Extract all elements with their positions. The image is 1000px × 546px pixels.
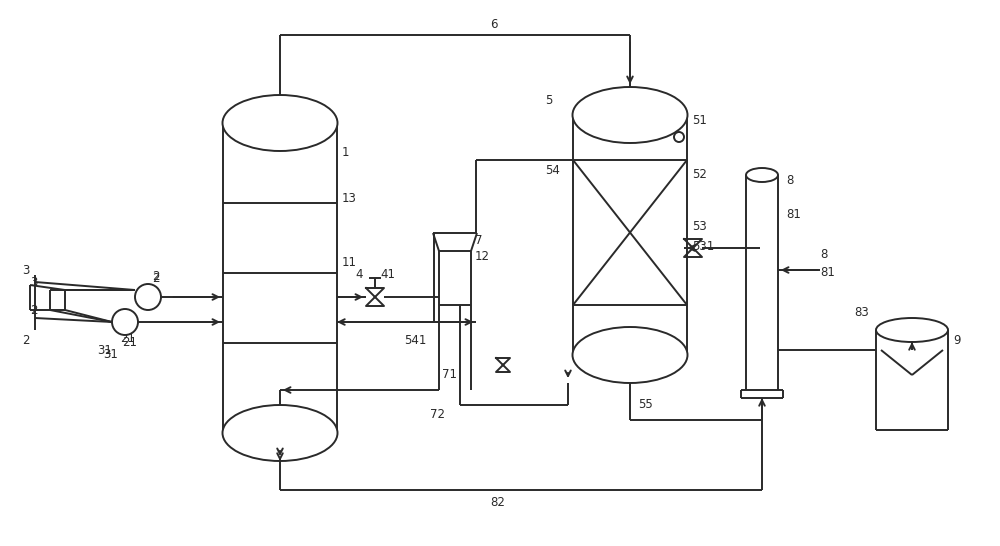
Circle shape (112, 309, 138, 335)
Text: 6: 6 (490, 19, 498, 32)
Text: 7: 7 (475, 234, 482, 247)
Text: 4: 4 (355, 268, 362, 281)
Text: 31: 31 (97, 343, 112, 357)
Text: 3: 3 (30, 276, 37, 288)
Text: 531: 531 (692, 240, 714, 253)
Text: 8: 8 (820, 248, 827, 262)
Text: 11: 11 (342, 257, 357, 270)
Text: 21: 21 (122, 335, 137, 348)
Text: 71: 71 (442, 369, 457, 382)
Text: 2: 2 (152, 270, 160, 283)
Text: 41: 41 (380, 268, 395, 281)
Text: 2: 2 (152, 272, 160, 286)
Text: 2: 2 (22, 334, 30, 347)
Text: 12: 12 (475, 250, 490, 263)
Ellipse shape (876, 318, 948, 342)
Ellipse shape (746, 168, 778, 182)
Text: 53: 53 (692, 221, 707, 234)
Ellipse shape (572, 87, 688, 143)
Text: 82: 82 (490, 496, 505, 508)
Ellipse shape (572, 327, 688, 383)
Text: 54: 54 (545, 163, 560, 176)
Text: 31: 31 (103, 347, 118, 360)
Text: 52: 52 (692, 169, 707, 181)
Text: 5: 5 (545, 93, 552, 106)
Text: 83: 83 (854, 306, 869, 318)
Text: 3: 3 (22, 264, 29, 276)
Text: 81: 81 (820, 265, 835, 278)
Ellipse shape (222, 405, 338, 461)
Text: 72: 72 (430, 408, 445, 422)
Text: 13: 13 (342, 192, 357, 205)
Circle shape (135, 284, 161, 310)
Text: 21: 21 (120, 333, 135, 346)
Text: 1: 1 (342, 146, 350, 159)
Text: 541: 541 (404, 334, 426, 347)
Circle shape (674, 132, 684, 142)
Text: 8: 8 (786, 174, 793, 187)
Text: 55: 55 (638, 399, 653, 412)
Text: 51: 51 (692, 114, 707, 127)
Ellipse shape (222, 95, 338, 151)
Text: 9: 9 (953, 334, 960, 347)
Text: 81: 81 (786, 209, 801, 222)
Text: 2: 2 (30, 304, 38, 317)
